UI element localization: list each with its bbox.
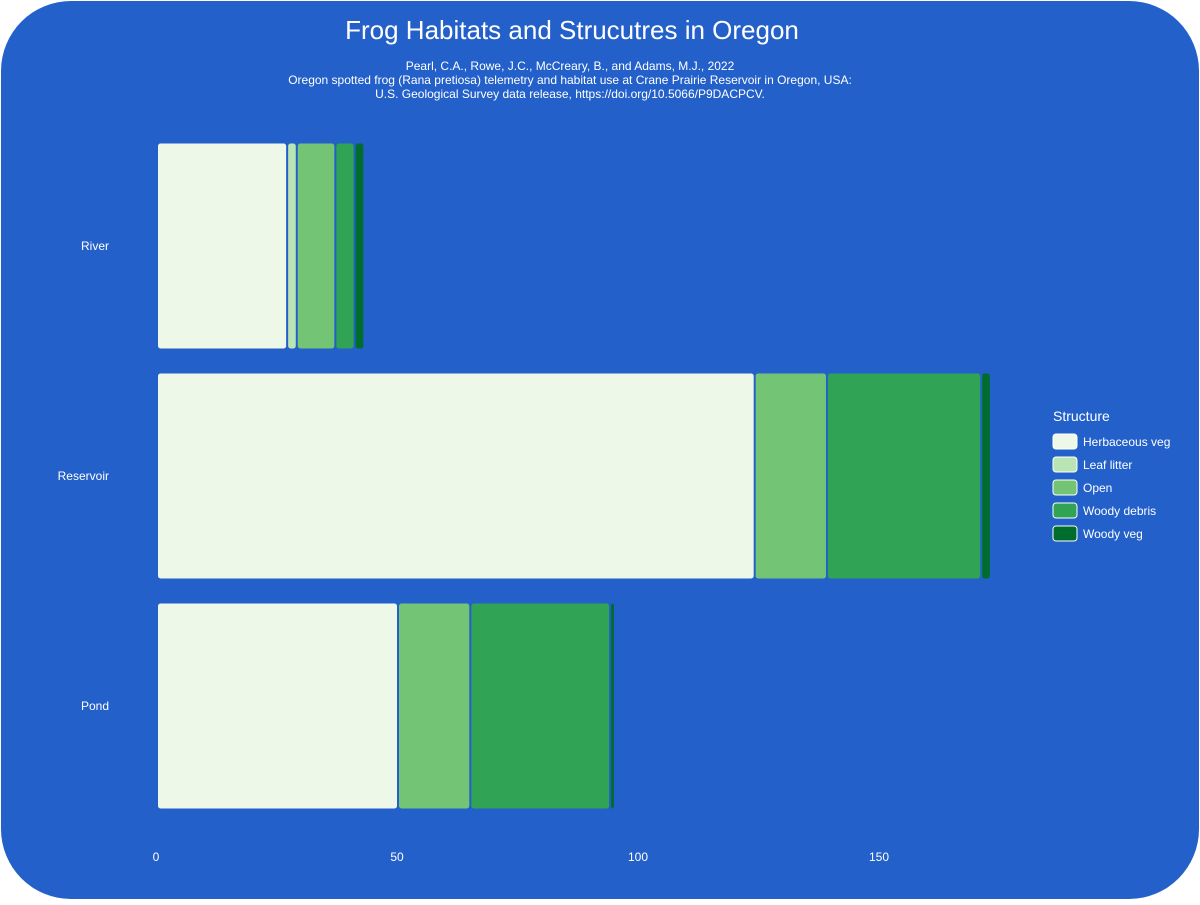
legend-title: Structure: [1053, 408, 1110, 424]
bar-reservoir-woody-debris: [826, 372, 982, 580]
x-tick-label-100: 100: [628, 850, 648, 864]
bar-river-herbaceous-veg: [157, 142, 288, 350]
x-tick-label-150: 150: [869, 850, 889, 864]
chart-subtitle-line-2: Oregon spotted frog (Rana pretiosa) tele…: [288, 73, 852, 87]
legend-label-open: Open: [1083, 481, 1112, 495]
chart-subtitle-line-3: U.S. Geological Survey data release, htt…: [375, 87, 765, 101]
bar-river-woody-veg: [354, 142, 365, 350]
plot-area: [157, 142, 991, 810]
y-tick-label-pond: Pond: [81, 699, 109, 713]
legend-label-woody-veg: Woody veg: [1083, 527, 1143, 541]
legend-swatch-leaf-litter: [1052, 456, 1078, 473]
legend-label-woody-debris: Woody debris: [1083, 504, 1156, 518]
chart-title: Frog Habitats and Strucutres in Oregon: [345, 15, 799, 45]
y-tick-label-river: River: [81, 239, 109, 253]
y-tick-label-reservoir: Reservoir: [58, 469, 109, 483]
chart-subtitle-line-1: Pearl, C.A., Rowe, J.C., McCreary, B., a…: [406, 59, 735, 73]
bar-pond-herbaceous-veg: [157, 602, 398, 810]
bar-reservoir-woody-veg: [981, 372, 991, 580]
bar-pond-woody-debris: [470, 602, 611, 810]
bar-reservoir-open: [754, 372, 827, 580]
legend: Structure Herbaceous veg Leaf litter Open W…: [1052, 408, 1170, 542]
legend-swatch-open: [1052, 479, 1078, 496]
x-tick-label-0: 0: [153, 850, 160, 864]
bar-pond-open: [398, 602, 471, 810]
bar-reservoir-herbaceous-veg: [157, 372, 755, 580]
legend-label-herbaceous-veg: Herbaceous veg: [1083, 435, 1170, 449]
bar-river-leaf-litter: [287, 142, 297, 350]
bar-river-open: [296, 142, 336, 350]
bar-river-woody-debris: [335, 142, 355, 350]
x-tick-label-50: 50: [390, 850, 404, 864]
legend-label-leaf-litter: Leaf litter: [1083, 458, 1132, 472]
legend-swatch-woody-veg: [1052, 525, 1078, 542]
bar-pond-woody-veg: [610, 602, 615, 810]
legend-swatch-herbaceous-veg: [1052, 433, 1078, 450]
x-axis: 0 50 100 150: [153, 850, 890, 864]
legend-swatch-woody-debris: [1052, 502, 1078, 519]
y-axis: River Reservoir Pond: [58, 239, 109, 713]
